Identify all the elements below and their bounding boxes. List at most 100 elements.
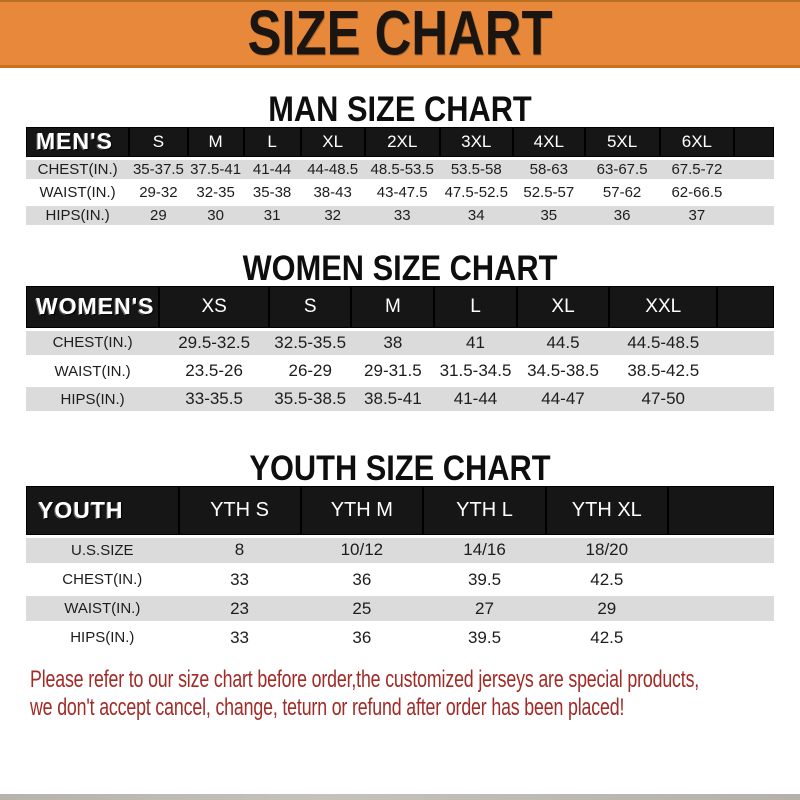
value-cell: 37.5-41 xyxy=(187,158,244,183)
header-row: MEN'S S M L XL 2XL 3XL 4XL 5XL 6XL xyxy=(26,127,774,160)
value-cell: 23.5-26 xyxy=(159,357,270,387)
value-cell: 52.5-57 xyxy=(512,181,585,206)
youth-size-table: YOUTH YTH S YTH M YTH L YTH XL U.S.SIZE 8 10/12… xyxy=(26,486,774,654)
row-label-cell: CHEST(IN.) xyxy=(26,329,160,359)
row-label-cell: HIPS(IN.) xyxy=(26,385,160,415)
value-cell: 29-31.5 xyxy=(351,357,435,387)
spacer-cell xyxy=(734,127,774,160)
table-row: WAIST(IN.) 23 25 27 29 xyxy=(26,594,774,625)
value-cell: 23 xyxy=(178,594,301,625)
value-cell: 41-44 xyxy=(243,158,301,183)
value-cell: 36 xyxy=(300,623,424,654)
table-row: U.S.SIZE 8 10/12 14/16 18/20 xyxy=(26,536,774,567)
value-cell: 36 xyxy=(584,204,660,229)
size-column-header: 3XL xyxy=(439,127,513,160)
spacer-cell xyxy=(667,486,774,538)
size-column-header: XL xyxy=(300,127,365,160)
table-row: WAIST(IN.) 29-32 32-35 35-38 38-43 43-47.5 47.… xyxy=(26,181,774,206)
size-column-header: L xyxy=(434,286,517,331)
value-cell: 30 xyxy=(187,204,244,229)
value-cell: 34.5-38.5 xyxy=(516,357,610,387)
value-cell: 39.5 xyxy=(423,565,546,596)
value-cell: 8 xyxy=(178,536,301,567)
value-cell: 44.5-48.5 xyxy=(609,329,718,359)
value-cell: 14/16 xyxy=(423,536,546,567)
value-cell: 35-37.5 xyxy=(129,158,188,183)
value-cell: 35 xyxy=(512,204,585,229)
value-cell: 29 xyxy=(545,594,668,625)
value-cell: 62-66.5 xyxy=(659,181,735,206)
value-cell: 32.5-35.5 xyxy=(269,329,352,359)
table-row: CHEST(IN.) 35-37.5 37.5-41 41-44 44-48.5 48.5… xyxy=(26,158,774,183)
value-cell: 43-47.5 xyxy=(364,181,440,206)
row-label-cell: CHEST(IN.) xyxy=(26,565,179,596)
section-title-women: WOMEN SIZE CHART xyxy=(242,249,558,288)
spacer-cell xyxy=(717,385,774,415)
size-column-header: 6XL xyxy=(659,127,735,160)
size-column-header: S xyxy=(129,127,188,160)
value-cell: 33-35.5 xyxy=(159,385,270,415)
value-cell: 44-47 xyxy=(516,385,610,415)
spacer-cell xyxy=(734,158,774,183)
size-column-header: XS xyxy=(159,286,270,331)
value-cell: 38.5-41 xyxy=(351,385,435,415)
value-cell: 29.5-32.5 xyxy=(159,329,270,359)
spacer-cell xyxy=(667,565,774,596)
value-cell: 32-35 xyxy=(187,181,244,206)
value-cell: 63-67.5 xyxy=(584,158,660,183)
size-column-header: 2XL xyxy=(364,127,440,160)
spacer-cell xyxy=(734,181,774,206)
row-label-cell: CHEST(IN.) xyxy=(26,158,130,183)
value-cell: 18/20 xyxy=(545,536,668,567)
section-title-youth: YOUTH SIZE CHART xyxy=(249,449,551,488)
value-cell: 38 xyxy=(351,329,435,359)
size-column-header: YTH M xyxy=(300,486,424,538)
value-cell: 36 xyxy=(300,565,424,596)
value-cell: 44.5 xyxy=(516,329,610,359)
banner-title: SIZE CHART xyxy=(247,0,553,69)
footer-line-2: we don't accept cancel, change, teturn o… xyxy=(30,694,625,721)
size-column-header: M xyxy=(187,127,244,160)
value-cell: 42.5 xyxy=(545,623,668,654)
value-cell: 42.5 xyxy=(545,565,668,596)
table-corner-label: WOMEN'S xyxy=(26,286,160,331)
section-men: MAN SIZE CHART MEN'S S M L XL 2XL 3XL 4XL 5XL 6XL… xyxy=(0,92,800,229)
size-column-header: XXL xyxy=(609,286,718,331)
table-corner-label: MEN'S xyxy=(26,127,130,160)
value-cell: 31.5-34.5 xyxy=(434,357,517,387)
value-cell: 57-62 xyxy=(584,181,660,206)
value-cell: 26-29 xyxy=(269,357,352,387)
value-cell: 39.5 xyxy=(423,623,546,654)
row-label-cell: U.S.SIZE xyxy=(26,536,179,567)
row-label-cell: WAIST(IN.) xyxy=(26,357,160,387)
table-row: CHEST(IN.) 33 36 39.5 42.5 xyxy=(26,565,774,596)
value-cell: 29 xyxy=(129,204,188,229)
value-cell: 31 xyxy=(243,204,301,229)
bottom-edge-strip xyxy=(0,794,800,800)
size-column-header: L xyxy=(243,127,301,160)
value-cell: 41 xyxy=(434,329,517,359)
value-cell: 48.5-53.5 xyxy=(364,158,440,183)
row-label-cell: HIPS(IN.) xyxy=(26,623,179,654)
value-cell: 44-48.5 xyxy=(300,158,365,183)
value-cell: 67.5-72 xyxy=(659,158,735,183)
spacer-cell xyxy=(734,204,774,229)
spacer-cell xyxy=(717,286,774,331)
section-title-men: MAN SIZE CHART xyxy=(268,90,532,129)
size-column-header: YTH L xyxy=(423,486,546,538)
value-cell: 47.5-52.5 xyxy=(439,181,513,206)
size-column-header: YTH XL xyxy=(545,486,668,538)
value-cell: 32 xyxy=(300,204,365,229)
table-row: HIPS(IN.) 33 36 39.5 42.5 xyxy=(26,623,774,654)
table-row: HIPS(IN.) 33-35.5 35.5-38.5 38.5-41 41-44 44-… xyxy=(26,385,774,415)
section-women: WOMEN SIZE CHART WOMEN'S XS S M L XL XXL CHEST(… xyxy=(0,251,800,415)
spacer-cell xyxy=(717,357,774,387)
value-cell: 33 xyxy=(178,565,301,596)
spacer-cell xyxy=(667,536,774,567)
value-cell: 10/12 xyxy=(300,536,424,567)
value-cell: 38-43 xyxy=(300,181,365,206)
size-column-header: XL xyxy=(516,286,610,331)
footer-line-1: Please refer to our size chart before or… xyxy=(30,666,700,693)
table-corner-label: YOUTH xyxy=(26,486,179,538)
